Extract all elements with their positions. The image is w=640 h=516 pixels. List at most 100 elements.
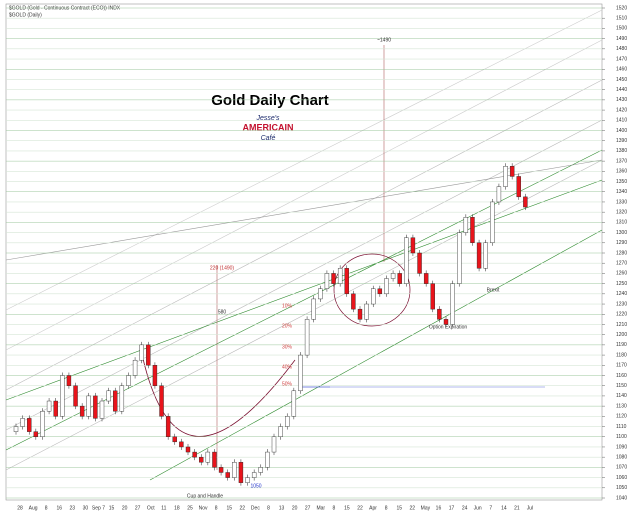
trend-line [5,9,603,311]
x-tick-label: 28 [17,505,23,511]
candle [523,196,528,208]
x-tick-label: 15 [109,505,115,511]
candle [437,308,442,320]
x-tick-label: 8 [385,505,388,511]
x-tick-label: 8 [332,505,335,511]
annotation: 30% [282,344,293,350]
candle [79,405,85,417]
x-tick-label: 20 [292,505,298,511]
y-tick-label: 1180 [616,352,627,358]
candle [33,431,39,437]
y-tick-label: 1500 [616,26,627,32]
y-tick-label: 1330 [616,199,627,205]
y-tick-label: 1380 [616,148,627,154]
y-tick-label: 1460 [616,67,627,73]
y-tick-label: 1320 [616,209,627,215]
candle [430,283,435,310]
y-tick-label: 1080 [616,454,627,460]
y-tick-label: 1340 [616,189,627,195]
y-tick-label: 1230 [616,301,627,307]
x-tick-label: 7 [489,505,492,511]
candle [245,477,250,483]
candle [66,375,72,386]
y-tick-label: 1170 [616,363,627,369]
y-tick-label: 1280 [616,250,627,256]
candle [278,426,283,437]
y-tick-label: 1210 [616,322,627,328]
candle [86,395,91,417]
candle [509,166,515,177]
annotation: 580 [218,309,227,315]
x-tick-label: Jun [474,505,482,511]
candle [159,385,164,417]
y-tick-label: 1220 [616,312,627,318]
y-tick-label: 1190 [616,342,627,348]
candle [238,462,244,483]
candle [179,441,184,448]
candle [119,385,125,412]
annotation: ~1490 [377,37,391,43]
candle [483,242,488,269]
x-tick-label: Nov [199,505,208,511]
logo-text: Jesse's [255,115,280,122]
candle [291,390,297,417]
candle [251,472,257,478]
candle [132,359,138,376]
candle [46,400,52,412]
candle [265,451,270,468]
y-tick-label: 1130 [616,403,627,409]
chart-header: $GOLD (Gold - Continuous Contract (ECO))… [9,5,121,11]
plot-frame [5,3,603,501]
y-tick-label: 1520 [616,5,627,11]
x-tick-label: 16 [56,505,62,511]
candle [311,298,316,320]
candle [60,375,65,417]
y-tick-label: 1510 [616,16,627,22]
logo: Jesse's AMERICAIN Café [243,115,294,142]
trend-line [5,159,603,471]
trend-line [5,159,603,261]
candle [298,354,303,392]
handle-curve [333,253,411,327]
x-tick-label: Oct [147,505,155,511]
trend-line [5,179,603,401]
candle [27,418,32,432]
y-tick-label: 1450 [616,77,627,83]
annotation: 50% [282,381,293,387]
candle [470,217,475,243]
candle [212,451,217,468]
candle [357,308,363,320]
candle [113,390,118,412]
candle [53,400,58,417]
logo-text: AMERICAIN [243,122,294,132]
annotation: Cup and Handle [187,493,223,499]
candle [318,288,323,300]
candle [463,217,469,233]
candle [324,273,330,289]
y-tick-label: 1290 [616,240,627,246]
candle [377,288,383,295]
candle [285,416,290,427]
x-tick-label: 20 [122,505,128,511]
x-tick-label: 30 [83,505,89,511]
candle [165,416,171,437]
y-tick-label: 1110 [616,424,627,430]
candle [258,467,263,473]
candle [93,395,98,419]
y-tick-label: 1060 [616,475,627,481]
trend-line [5,39,603,351]
candle [218,467,224,473]
annotation: 40% [282,364,293,370]
trend-line [5,79,603,391]
y-tick-label: 1350 [616,179,627,185]
y-tick-label: 1420 [616,107,627,113]
annotation: 10% [282,303,293,309]
candle [172,436,177,443]
candle [364,303,369,320]
x-tick-label: 11 [161,505,166,511]
y-tick-label: 1200 [616,332,627,338]
candle [40,411,45,437]
y-tick-label: 1440 [616,87,627,93]
y-tick-label: 1120 [616,414,627,420]
y-tick-label: 1100 [616,434,627,440]
